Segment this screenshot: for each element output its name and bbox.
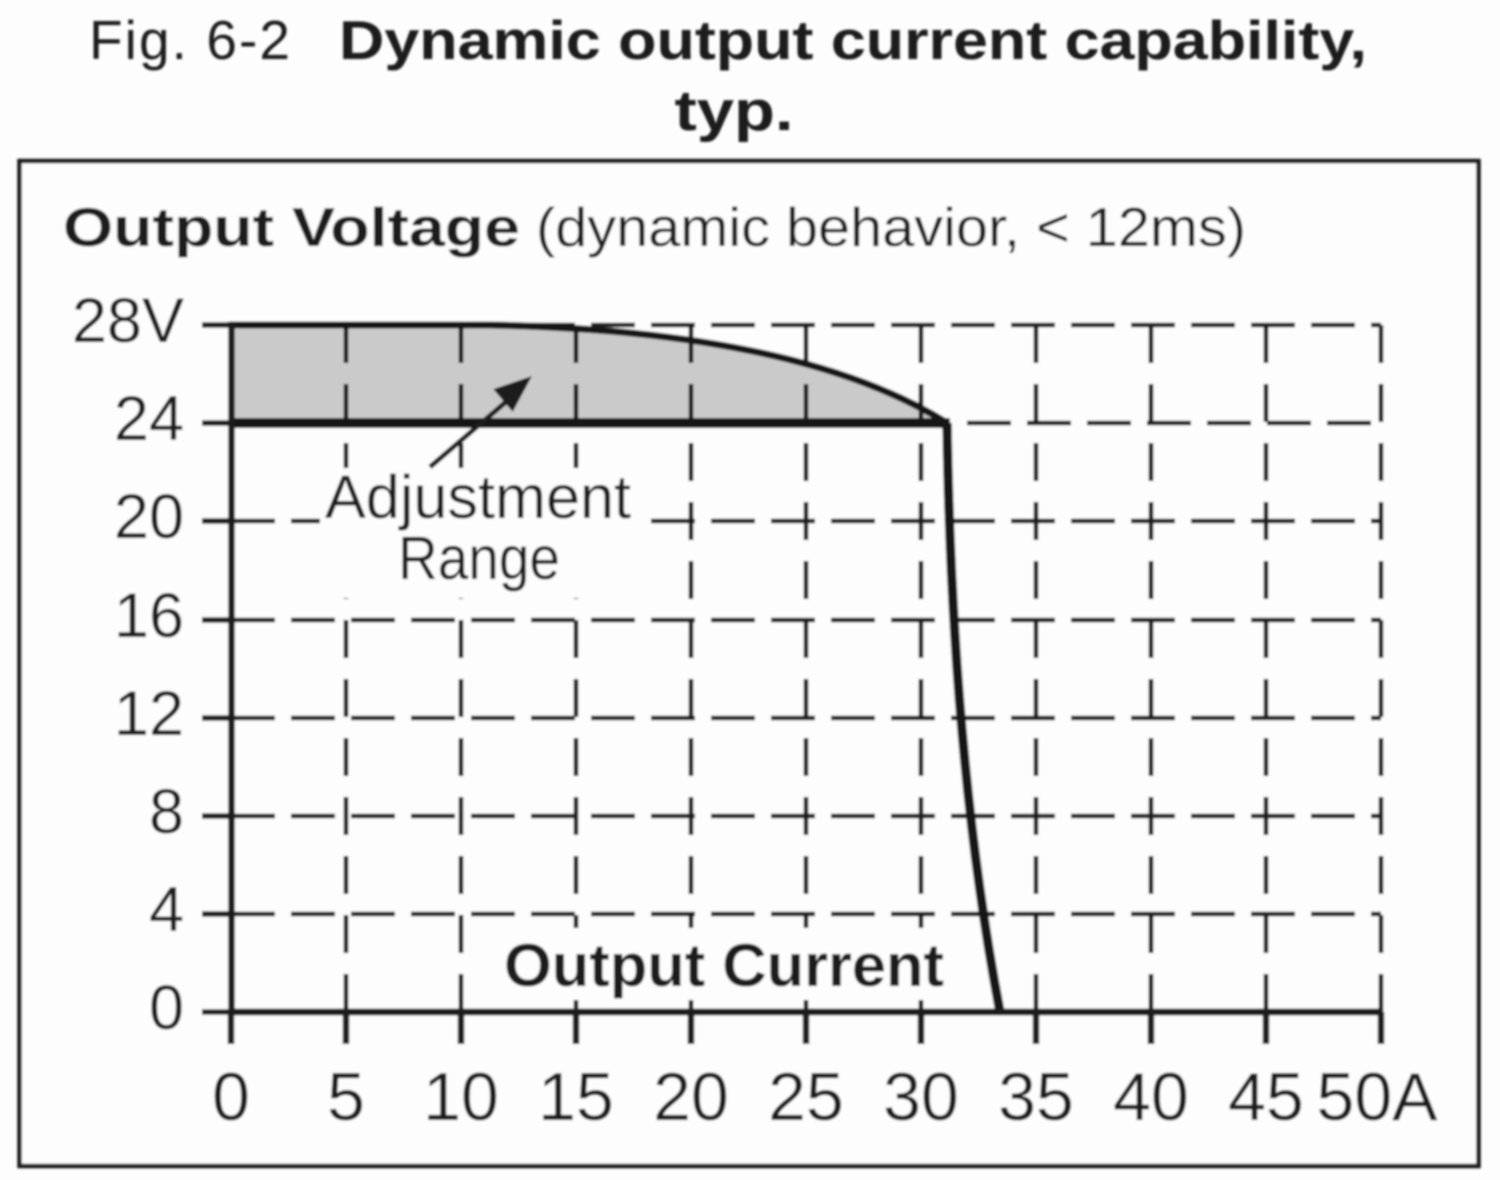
svg-text:Adjustment: Adjustment xyxy=(325,463,631,531)
svg-text:10: 10 xyxy=(423,1059,499,1135)
svg-text:8: 8 xyxy=(149,777,184,847)
svg-text:28V: 28V xyxy=(72,286,184,356)
svg-text:45: 45 xyxy=(1228,1059,1304,1135)
svg-text:15: 15 xyxy=(538,1059,614,1135)
svg-text:4: 4 xyxy=(149,875,184,945)
svg-text:50A: 50A xyxy=(1317,1059,1439,1135)
svg-text:12: 12 xyxy=(114,679,184,749)
svg-text:(dynamic behavior, < 12ms): (dynamic behavior, < 12ms) xyxy=(536,196,1246,258)
svg-text:16: 16 xyxy=(114,581,184,651)
svg-text:Range: Range xyxy=(398,524,560,592)
svg-text:30: 30 xyxy=(883,1059,959,1135)
svg-text:Output Voltage: Output Voltage xyxy=(63,196,520,258)
svg-text:20: 20 xyxy=(114,482,184,552)
svg-text:Dynamic output current capabil: Dynamic output current capability, xyxy=(339,9,1367,71)
svg-text:35: 35 xyxy=(998,1059,1074,1135)
svg-text:24: 24 xyxy=(114,384,184,454)
svg-text:40: 40 xyxy=(1113,1059,1189,1135)
svg-text:0: 0 xyxy=(149,973,184,1043)
svg-text:20: 20 xyxy=(653,1059,729,1135)
svg-text:0: 0 xyxy=(212,1059,250,1135)
svg-text:Fig. 6-2: Fig. 6-2 xyxy=(89,9,290,71)
svg-text:5: 5 xyxy=(327,1059,365,1135)
svg-text:Output Current: Output Current xyxy=(504,932,944,999)
svg-text:25: 25 xyxy=(768,1059,844,1135)
svg-text:typ.: typ. xyxy=(675,79,794,143)
